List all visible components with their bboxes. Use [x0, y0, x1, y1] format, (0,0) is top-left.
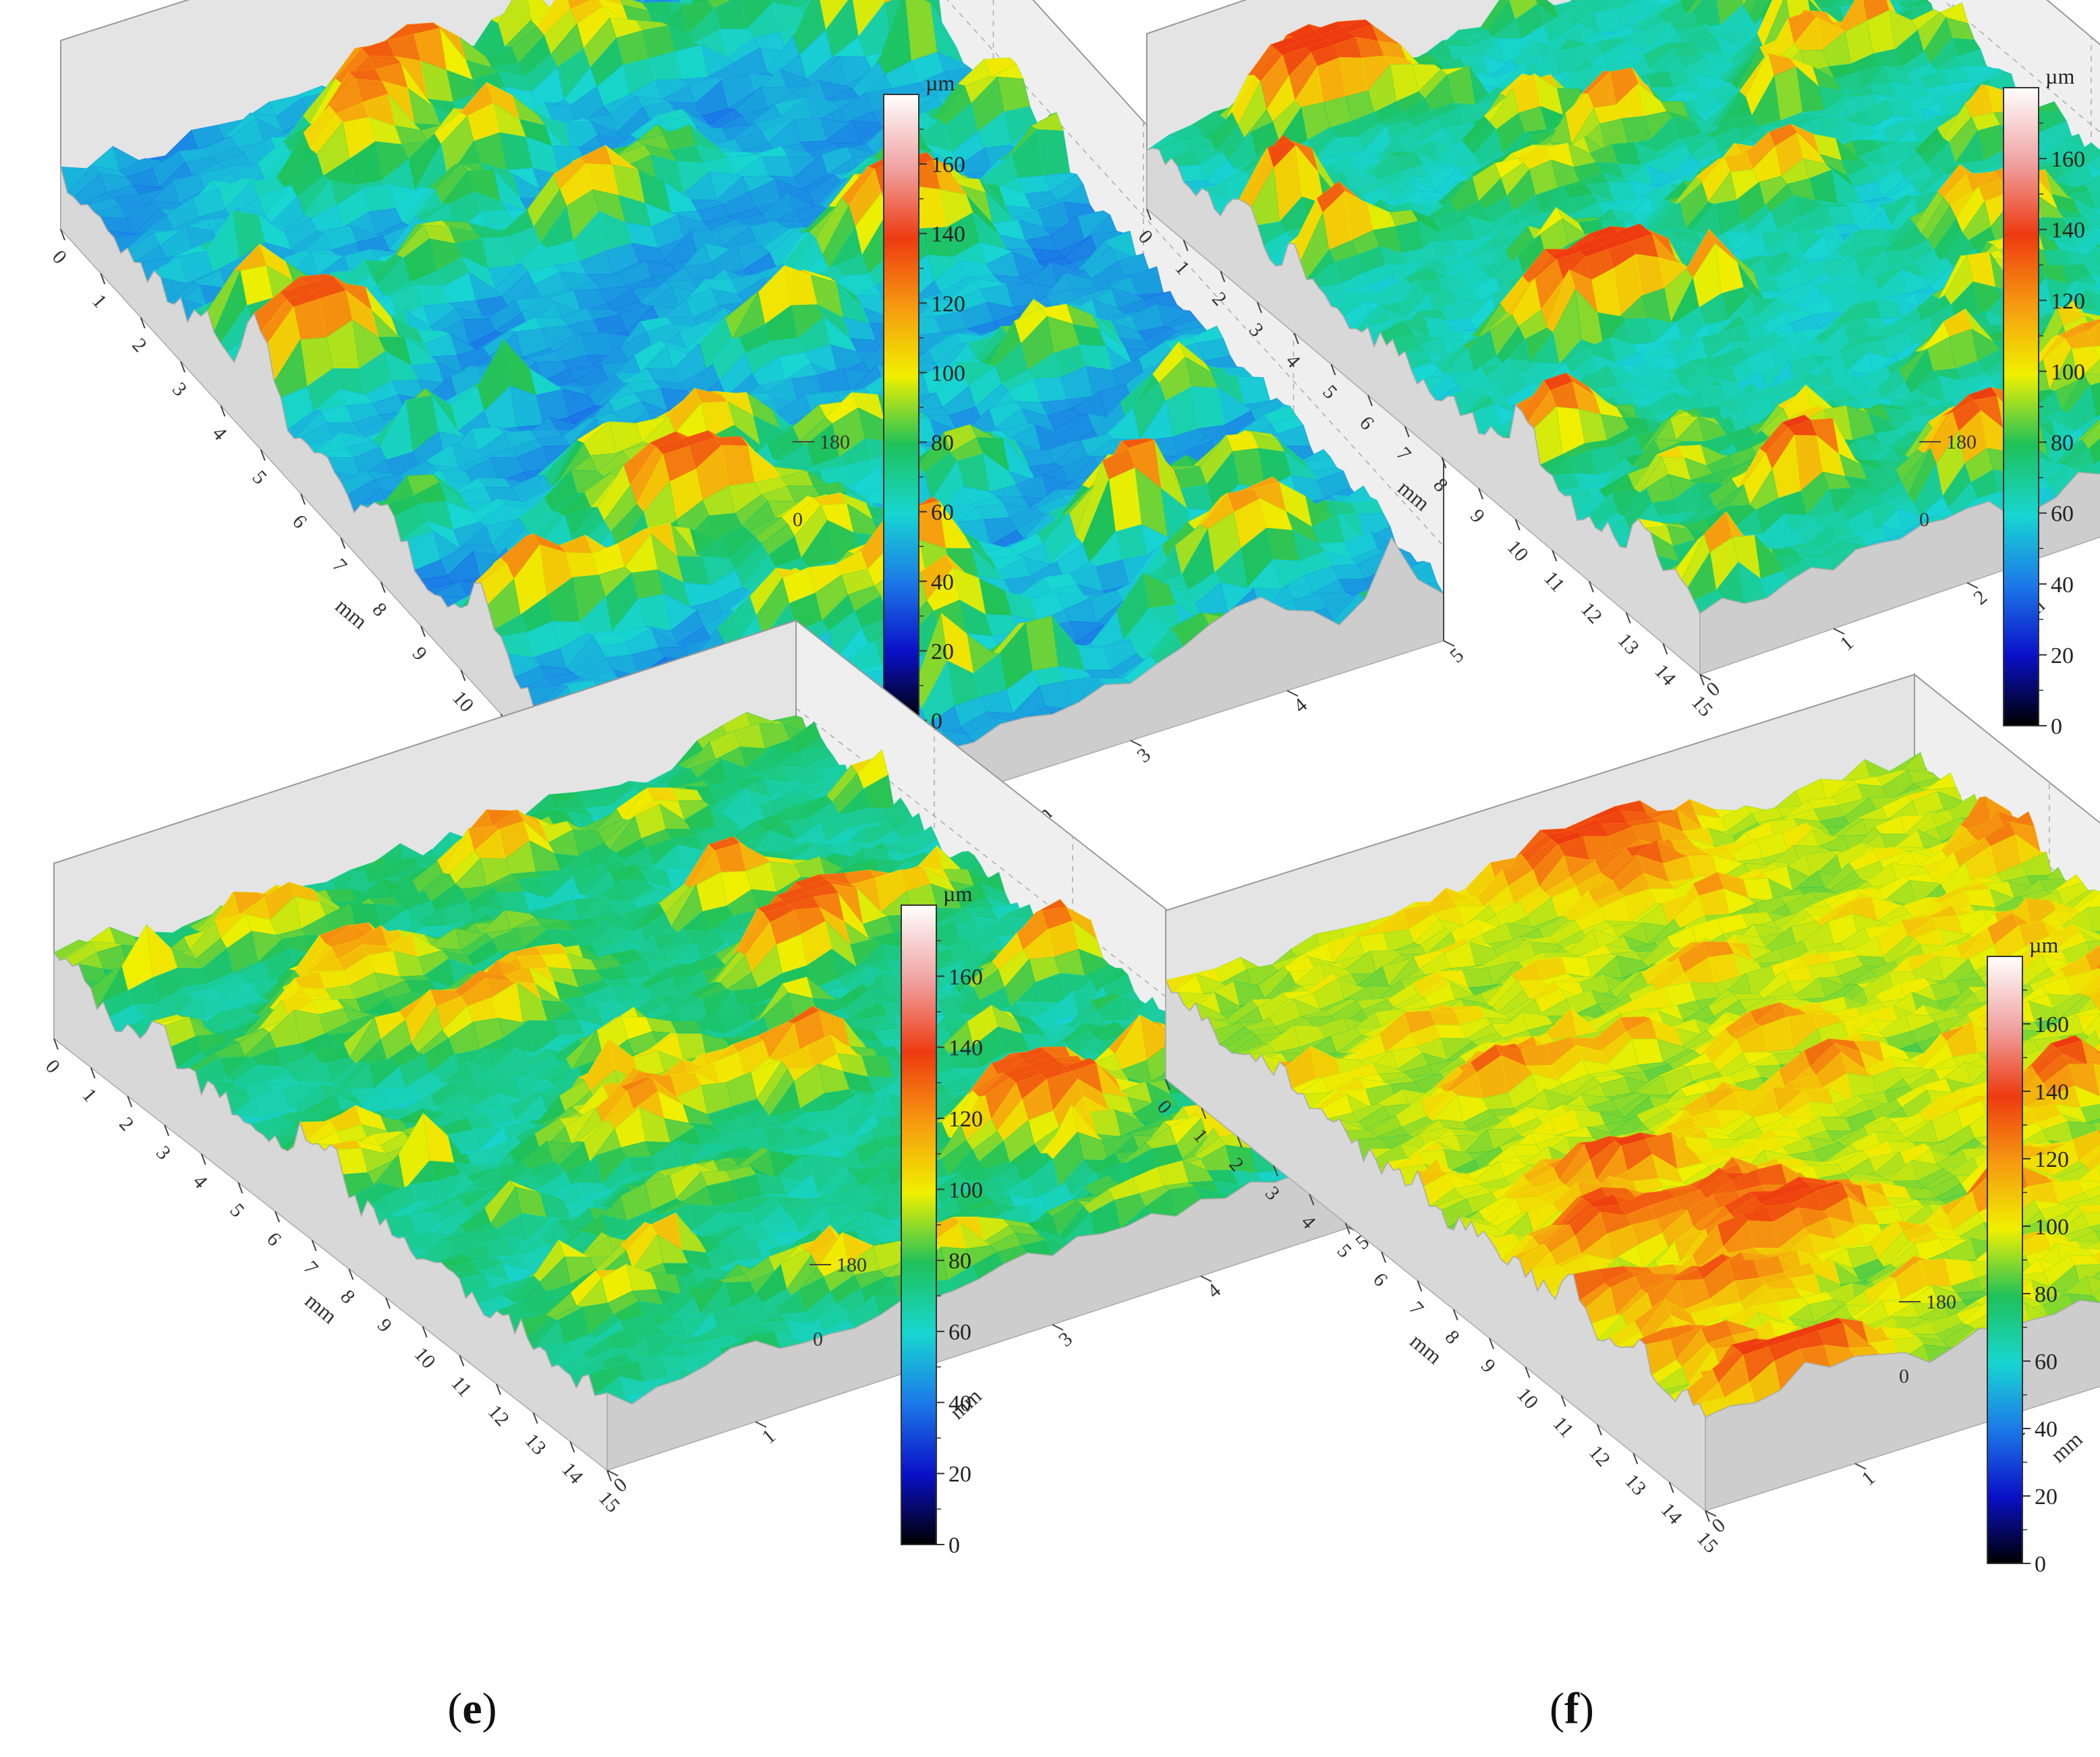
colorbar-tick-label: 80: [931, 431, 954, 456]
y-tick-label: 3: [1133, 743, 1155, 767]
x-tick-label: 9: [408, 643, 432, 665]
x-tick-label: 7: [328, 554, 351, 577]
x-tick-label: 6: [288, 511, 312, 533]
y-tick-label: 5: [1446, 643, 1468, 667]
colorbar-tick-label: 120: [931, 291, 965, 316]
x-tick-label: 1: [88, 290, 111, 312]
x-tick-label: 2: [127, 334, 151, 356]
z-tick-label: 0: [793, 509, 803, 531]
y-tick-label: 4: [1289, 693, 1311, 717]
wall-gridline: [946, 0, 1444, 547]
x-tick-label: 8: [368, 598, 391, 621]
colorbar-tick-label: 60: [931, 500, 954, 525]
colorbar-tick-label: 100: [931, 361, 965, 386]
colorbar-unit: µm: [926, 71, 955, 95]
x-tick-label: 10: [448, 687, 478, 716]
x-tick-label: 0: [48, 246, 72, 268]
z-tick-label: 180: [820, 431, 850, 453]
colorbar-tick-label: 160: [931, 152, 965, 177]
x-tick-label: 4: [208, 422, 231, 444]
colorbar-tick-label: 40: [931, 570, 954, 595]
x-tick-label: 3: [168, 378, 192, 401]
colorbar-tick-label: 20: [931, 639, 954, 664]
panel-c: 0123456789101112131415mm012345mm01800204…: [48, 0, 1468, 937]
colorbar-tick-label: 140: [931, 222, 965, 247]
x-axis-title: mm: [331, 594, 372, 634]
x-tick-label: 5: [248, 466, 271, 488]
colorbar-gradient: [883, 94, 919, 721]
